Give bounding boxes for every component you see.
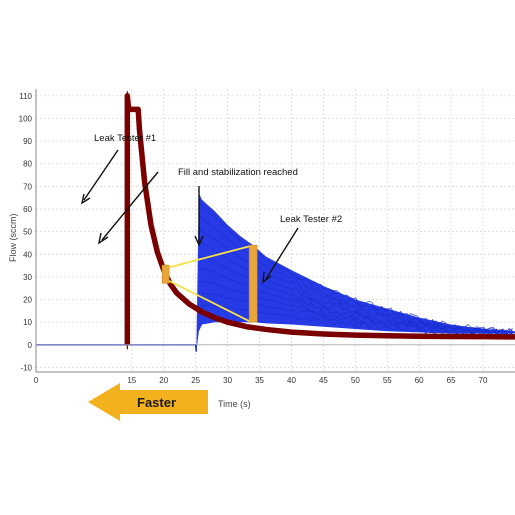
y-tick-label: 0 [28, 341, 33, 350]
x-tick-label: 65 [447, 376, 456, 385]
callout-arrowhead-fill-right [194, 235, 204, 247]
y-tick-label: 90 [23, 137, 32, 146]
leak-tester-1-series [124, 91, 515, 350]
y-tick-label: 110 [19, 92, 32, 101]
leak-tester-1-line [124, 93, 515, 345]
x-tick-label: 55 [383, 376, 392, 385]
annotation-leak-tester-1: Leak Tester #1 [94, 133, 156, 144]
x-tick-label: 30 [223, 376, 232, 385]
tick-labels: 0 15 20 25 30 35 40 45 50 55 60 65 70-10010203040506… [19, 92, 488, 385]
y-tick-label: -10 [20, 363, 32, 372]
x-tick-label: 20 [159, 376, 168, 385]
callout-arrow-tester-1 [83, 149, 119, 201]
y-tick-label: 50 [23, 228, 32, 237]
leak-tester-2-band [36, 193, 515, 352]
stabilization-markers [161, 244, 258, 323]
x-tick-label: 50 [351, 376, 360, 385]
y-tick-label: 100 [19, 114, 33, 123]
y-axis-title: Flow (sccm) [8, 214, 18, 263]
annotation-fill-stabilization: Fill and stabilization reached [178, 167, 298, 178]
callout-arrowhead-tester-2 [262, 271, 272, 284]
x-tick-label: 35 [255, 376, 264, 385]
y-tick-label: 20 [23, 296, 32, 305]
callout-arrows [80, 149, 299, 284]
faster-arrow-label: Faster [137, 395, 176, 410]
faster-arrow [88, 383, 208, 421]
y-tick-label: 80 [23, 160, 32, 169]
axes [35, 89, 515, 373]
stabilization-connector-bottom [168, 280, 250, 322]
y-tick-label: 30 [23, 273, 32, 282]
y-tick-label: 70 [23, 182, 32, 191]
x-tick-label: 25 [191, 376, 200, 385]
callout-arrow-fill-left [101, 171, 159, 241]
x-tick-label: 45 [319, 376, 328, 385]
y-tick-label: 60 [23, 205, 32, 214]
y-tick-label: 40 [23, 250, 32, 259]
stabilization-connector-top [168, 245, 250, 269]
stabilization-marker-tester-1 [161, 264, 170, 284]
callout-arrowhead-tester-1 [80, 193, 91, 205]
x-tick-label: 60 [415, 376, 424, 385]
annotation-leak-tester-2: Leak Tester #2 [280, 214, 342, 225]
stabilization-marker-tester-2 [248, 244, 258, 323]
callout-arrow-tester-2 [265, 227, 299, 280]
x-tick-label: 0 [34, 376, 39, 385]
x-tick-label: 40 [287, 376, 296, 385]
x-tick-label: 15 [127, 376, 136, 385]
x-tick-label: 70 [479, 376, 488, 385]
x-axis-title: Time (s) [218, 399, 251, 409]
y-tick-label: 10 [23, 318, 32, 327]
callout-arrowhead-fill-left [97, 232, 109, 245]
